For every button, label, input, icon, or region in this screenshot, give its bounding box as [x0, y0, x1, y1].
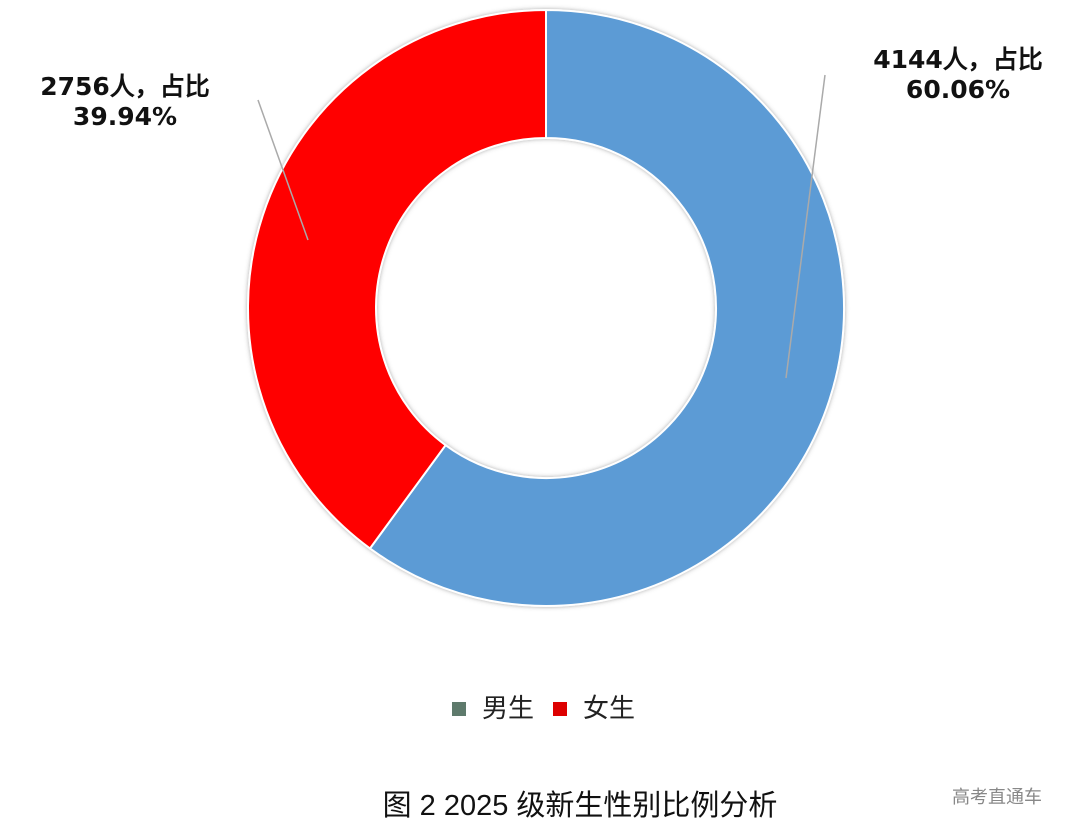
legend-label: 男生 — [482, 694, 534, 724]
slice — [247, 8, 547, 550]
legend-label: 女生 — [583, 694, 635, 724]
leader-line — [257, 99, 309, 241]
leader-line — [785, 74, 826, 379]
legend-swatch — [452, 702, 466, 716]
data-label: 4144人，占比 60.06% — [873, 45, 1043, 104]
data-label: 2756人，占比 39.94% — [40, 72, 210, 131]
legend-swatch — [553, 702, 567, 716]
watermark: 高考直通车 — [952, 787, 1042, 808]
chart-title: 图 2 2025 级新生性别比例分析 — [383, 789, 778, 822]
donut — [247, 8, 845, 607]
